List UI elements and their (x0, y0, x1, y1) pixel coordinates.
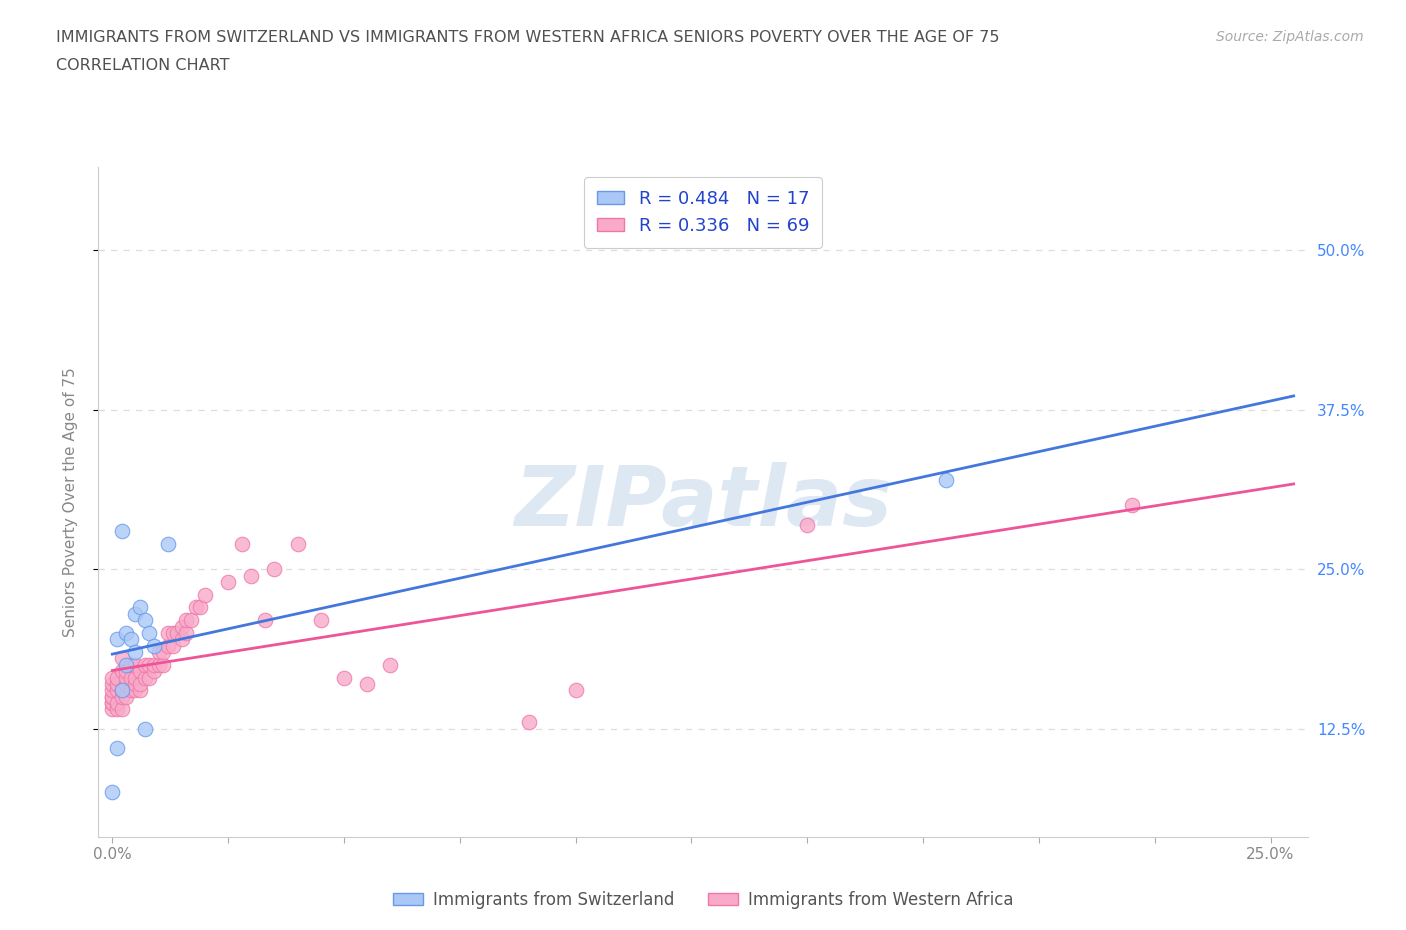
Point (105, 696, 128, 711)
Point (156, 626, 179, 641)
Point (188, 600, 211, 615)
Point (935, 472, 957, 487)
Point (115, 676, 138, 691)
Text: CORRELATION CHART: CORRELATION CHART (56, 58, 229, 73)
Point (115, 626, 138, 641)
Point (129, 683, 152, 698)
Point (796, 517, 818, 532)
Point (124, 676, 146, 691)
Point (115, 658, 138, 672)
Point (101, 689, 124, 704)
Point (184, 600, 207, 615)
Point (110, 702, 132, 717)
Point (138, 658, 160, 672)
Point (101, 671, 124, 685)
Point (180, 613, 202, 628)
Point (356, 676, 378, 691)
Point (143, 664, 166, 679)
Point (110, 683, 132, 698)
Point (176, 613, 198, 628)
Point (129, 600, 152, 615)
Point (101, 696, 124, 711)
Point (517, 715, 540, 730)
Point (110, 651, 132, 666)
Text: IMMIGRANTS FROM SWITZERLAND VS IMMIGRANTS FROM WESTERN AFRICA SENIORS POVERTY OV: IMMIGRANTS FROM SWITZERLAND VS IMMIGRANT… (56, 30, 1000, 45)
Point (254, 613, 277, 628)
Point (166, 626, 188, 641)
Point (105, 671, 128, 685)
Legend: Immigrants from Switzerland, Immigrants from Western Africa: Immigrants from Switzerland, Immigrants … (387, 884, 1019, 916)
Point (138, 671, 160, 685)
Point (124, 658, 146, 672)
Point (124, 644, 146, 659)
Point (170, 631, 193, 646)
Point (231, 537, 253, 551)
Point (101, 696, 124, 711)
Point (143, 658, 166, 672)
Text: ZIPatlas: ZIPatlas (515, 461, 891, 543)
Point (105, 676, 128, 691)
Point (105, 631, 128, 646)
Point (120, 658, 142, 672)
Point (101, 689, 124, 704)
Point (156, 537, 179, 551)
Point (138, 626, 160, 641)
Point (120, 683, 142, 698)
Point (263, 562, 285, 577)
Y-axis label: Seniors Poverty Over the Age of 75: Seniors Poverty Over the Age of 75 (63, 367, 77, 637)
Point (162, 638, 184, 653)
Point (148, 658, 170, 672)
Point (110, 664, 132, 679)
Point (194, 587, 217, 602)
Point (309, 613, 332, 628)
Point (217, 575, 239, 590)
Point (101, 683, 124, 698)
Point (101, 785, 124, 800)
Point (287, 537, 309, 551)
Point (105, 740, 128, 755)
Point (110, 524, 132, 538)
Point (105, 683, 128, 698)
Point (134, 671, 156, 685)
Point (564, 683, 586, 698)
Point (105, 702, 128, 717)
Point (162, 626, 184, 641)
Point (134, 721, 156, 736)
Point (129, 664, 152, 679)
Point (110, 683, 132, 698)
Point (156, 638, 179, 653)
Point (124, 683, 146, 698)
Point (134, 613, 156, 628)
Point (124, 606, 146, 621)
Point (115, 671, 138, 685)
Point (124, 671, 146, 685)
Point (101, 702, 124, 717)
Point (1121, 498, 1143, 512)
Point (143, 638, 166, 653)
Point (176, 626, 198, 641)
Point (129, 676, 152, 691)
Point (134, 658, 156, 672)
Point (120, 631, 142, 646)
Point (148, 644, 170, 659)
Point (333, 671, 356, 685)
Point (170, 619, 193, 634)
Point (120, 671, 142, 685)
Point (115, 689, 138, 704)
Point (115, 664, 138, 679)
Point (380, 658, 402, 672)
Point (152, 644, 174, 659)
Point (240, 568, 263, 583)
Text: Source: ZipAtlas.com: Source: ZipAtlas.com (1216, 30, 1364, 44)
Point (152, 658, 174, 672)
Point (101, 676, 124, 691)
Point (110, 689, 132, 704)
